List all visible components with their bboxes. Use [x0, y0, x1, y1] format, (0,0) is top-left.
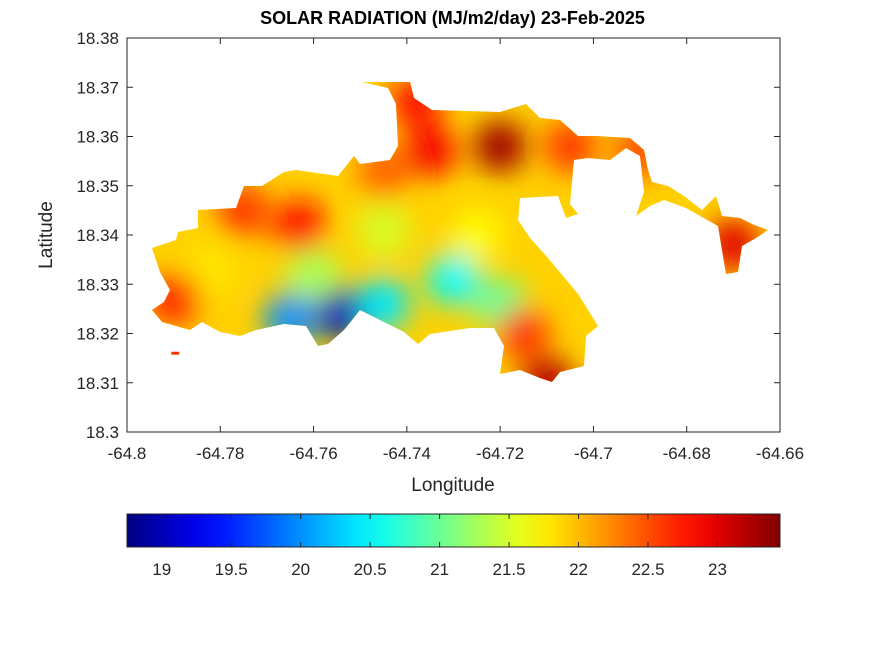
colorbar-tick-label: 21.5 [493, 560, 526, 579]
radiation-hotspot [404, 125, 457, 178]
radiation-hotspot [474, 120, 527, 173]
colorbar-tick-label: 19 [152, 560, 171, 579]
y-tick-label: 18.38 [76, 29, 119, 48]
radiation-hotspot [184, 243, 237, 296]
x-axis-label: Longitude [411, 475, 494, 496]
chart-title: SOLAR RADIATION (MJ/m2/day) 23-Feb-2025 [260, 8, 645, 28]
y-tick-label: 18.34 [76, 226, 119, 245]
colorbar-tick-label: 19.5 [215, 560, 248, 579]
radiation-hotspot [450, 209, 503, 261]
colorbar-ticks: 19 19.5 20 20.5 21 21.5 22 22.5 23 [152, 514, 727, 579]
x-axis-ticks: -64.8 -64.78 -64.76 -64.74 -64.72 -64.7 -64.68… [108, 38, 804, 463]
radiation-hotspot [520, 356, 573, 382]
radiation-hotspot [273, 199, 326, 252]
y-tick-label: 18.33 [76, 275, 119, 294]
radiation-hotspot [287, 248, 340, 301]
y-tick-label: 18.36 [76, 128, 119, 147]
colorbar-tick-label: 22 [569, 560, 588, 579]
colorbar-tick-label: 22.5 [631, 560, 664, 579]
x-tick-label: -64.66 [756, 444, 804, 463]
y-tick-label: 18.32 [76, 325, 119, 344]
colorbar-tick-label: 20 [291, 560, 310, 579]
x-tick-label: -64.74 [383, 444, 431, 463]
colorbar-tick-label: 21 [430, 560, 449, 579]
y-tick-label: 18.31 [76, 374, 119, 393]
radiation-hotspot [497, 307, 550, 360]
x-tick-label: -64.68 [663, 444, 711, 463]
y-tick-label: 18.35 [76, 177, 119, 196]
y-tick-label: 18.37 [76, 78, 119, 97]
colorbar [126, 513, 781, 548]
x-tick-label: -64.78 [196, 444, 244, 463]
isolated-cell [171, 351, 180, 355]
colorbar-tick-label: 23 [708, 560, 727, 579]
radiation-hotspot [427, 253, 480, 306]
x-tick-label: -64.72 [476, 444, 524, 463]
x-tick-label: -64.7 [574, 444, 613, 463]
x-tick-label: -64.76 [289, 444, 337, 463]
y-axis-ticks: 18.3 18.31 18.32 18.33 18.34 18.35 18.36 18.37 1… [76, 29, 780, 442]
y-axis-label: Latitude [36, 201, 57, 269]
y-tick-label: 18.3 [86, 423, 119, 442]
radiation-hotspot [357, 204, 410, 257]
colorbar-tick-label: 20.5 [354, 560, 387, 579]
x-tick-label: -64.8 [108, 444, 147, 463]
